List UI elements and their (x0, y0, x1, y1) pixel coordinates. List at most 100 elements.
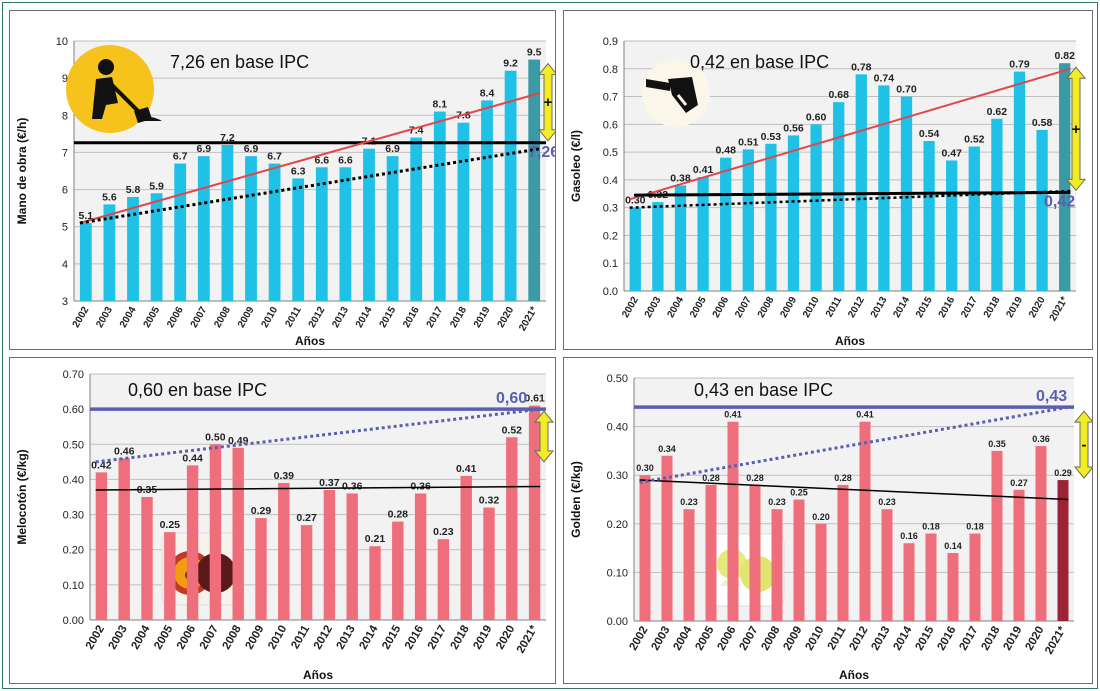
data-label: 0.28 (702, 473, 720, 483)
data-label: 0.78 (851, 61, 872, 73)
x-tick-label: 2007 (198, 624, 221, 652)
x-tick-label: 2008 (759, 624, 782, 653)
bar (118, 458, 130, 620)
data-label: 0.29 (1054, 468, 1072, 478)
x-tick-label: 2020 (496, 305, 517, 330)
y-axis-title: Gasoleo (€/l) (569, 130, 583, 202)
bar (683, 509, 695, 621)
data-label: 0.58 (1032, 117, 1053, 129)
ipc-value-label: 7,26 (528, 144, 555, 161)
y-tick-label: 0.60 (63, 404, 84, 416)
y-tick-label: 0.70 (63, 369, 84, 381)
y-tick-label: 0.5 (603, 147, 618, 159)
data-label: 0.82 (1054, 50, 1075, 62)
y-tick-label: 0.4 (603, 175, 618, 187)
y-tick-label: 0.9 (603, 36, 618, 48)
bar (300, 525, 313, 620)
y-tick-label: 3 (62, 296, 68, 308)
bar (947, 552, 959, 621)
data-label: 0.41 (724, 410, 742, 420)
x-tick-label: 2021* (515, 623, 541, 655)
x-tick-label: 2020 (494, 624, 517, 652)
data-label: 6.9 (244, 143, 259, 155)
bar (749, 484, 761, 621)
bar (95, 472, 108, 620)
x-tick-label: 2012 (846, 295, 867, 320)
x-tick-label: 2020 (1027, 295, 1048, 320)
data-label: 0.18 (966, 522, 984, 532)
ipc-value-label: 0,42 (1044, 193, 1075, 210)
x-tick-label: 2011 (824, 295, 845, 320)
data-label: 0.25 (790, 488, 808, 498)
data-label: 0.56 (783, 122, 804, 134)
data-label: 0.18 (922, 522, 940, 532)
x-tick-label: 2009 (236, 305, 257, 330)
chart-panel-peach: 0.00 0.10 0.20 0.30 0.40 0.50 0.60 0.70 0.42 2002… (9, 357, 556, 684)
data-label: 6.7 (173, 151, 188, 163)
bar (968, 146, 980, 291)
x-tick-label: 2008 (756, 295, 777, 320)
data-label: 0.30 (636, 463, 654, 473)
x-tick-label: 2005 (152, 623, 175, 652)
bar (742, 149, 754, 291)
bar (946, 160, 958, 291)
worker-body (92, 77, 118, 119)
trend-line (629, 67, 1071, 201)
y-tick-label: 0.0 (603, 286, 618, 298)
data-label: 5.9 (149, 180, 164, 192)
x-axis-title: Años (835, 334, 865, 348)
data-label: 0.60 (806, 111, 827, 123)
difference-sign: + (1072, 121, 1081, 138)
bar (969, 533, 981, 621)
y-tick-label: 0.40 (607, 422, 628, 434)
y-tick-label: 7 (62, 147, 68, 159)
x-tick-label: 2005 (693, 624, 716, 653)
chart-golden: 0.00 0.10 0.20 0.30 0.40 0.50 0.30 2002 0.34 2003… (569, 373, 1092, 682)
bar (639, 475, 651, 621)
y-tick-label: 6 (62, 185, 68, 197)
data-label: 0.25 (160, 519, 181, 531)
x-tick-label: 2012 (312, 624, 335, 652)
x-tick-label: 2017 (425, 305, 446, 330)
data-label: 0.51 (738, 136, 759, 148)
x-tick-label: 2003 (643, 295, 664, 320)
data-label: 6.6 (314, 154, 329, 166)
data-label: 0.28 (388, 509, 409, 521)
bar (720, 157, 732, 291)
chart-diesel: 0.0 0.1 0.2 0.3 0.4 0.5 0.6 0.7 0.8 0.9 0.30 2002 0.… (569, 36, 1087, 348)
x-tick-label: 2002 (84, 624, 107, 652)
shovel-handle (106, 79, 142, 115)
data-label: 8.4 (480, 87, 495, 99)
x-tick-label: 2018 (449, 623, 472, 652)
x-tick-label: 2018 (979, 624, 1002, 653)
y-tick-label: 0.40 (63, 474, 84, 486)
bar (705, 484, 717, 621)
data-label: 5.6 (102, 191, 117, 203)
x-tick-label: 2006 (715, 625, 738, 653)
data-label: 0.68 (828, 89, 849, 101)
x-tick-label: 2002 (627, 625, 650, 653)
trend-line (95, 485, 541, 491)
bar (323, 489, 336, 620)
bar (991, 118, 1003, 292)
data-label: 0.21 (365, 533, 386, 545)
data-label: 0.36 (410, 480, 431, 492)
data-label: 0.79 (1009, 59, 1030, 71)
bar (209, 444, 222, 620)
x-tick-label: 2002 (71, 305, 92, 330)
x-tick-label: 2012 (307, 305, 328, 330)
x-tick-label: 2011 (826, 624, 849, 652)
x-tick-label: 2016 (937, 295, 958, 320)
chart-panel-diesel: 0.0 0.1 0.2 0.3 0.4 0.5 0.6 0.7 0.8 0.9 0.30 2002 0.… (563, 10, 1093, 350)
data-label: 0.47 (941, 147, 962, 159)
x-tick-label: 2008 (212, 305, 233, 330)
data-label: 7.2 (220, 132, 235, 144)
bar (392, 521, 404, 620)
bar (79, 223, 92, 301)
difference-arrow (1073, 410, 1092, 479)
y-tick-label: 0.20 (607, 519, 628, 531)
data-label: 0.28 (746, 473, 764, 483)
bar (629, 207, 641, 291)
x-tick-label: 2004 (671, 624, 694, 653)
